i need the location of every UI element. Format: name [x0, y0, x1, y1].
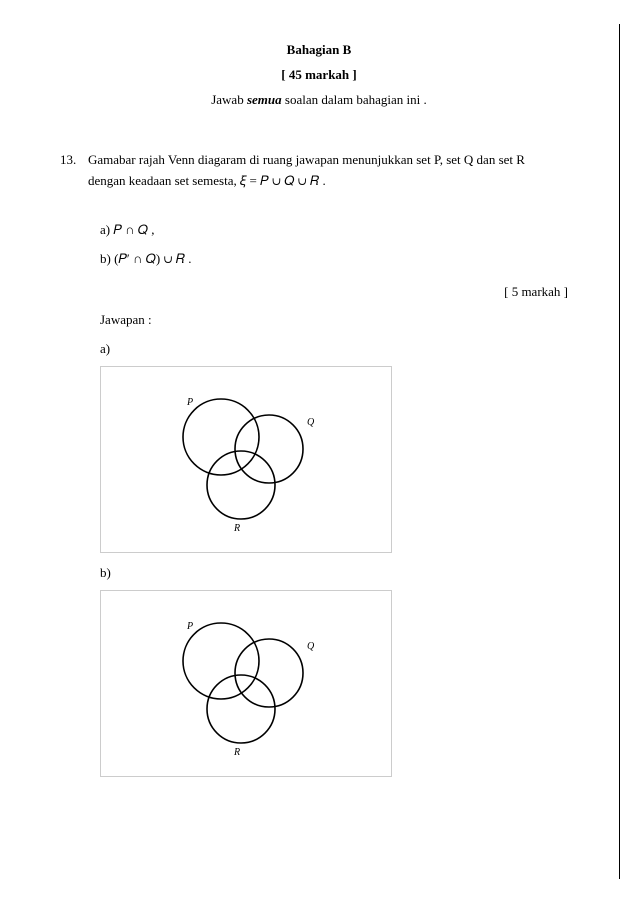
answer-b-label: b): [100, 563, 578, 584]
page-content: Bahagian B [ 45 markah ] Jawab semua soa…: [0, 0, 638, 815]
venn-diagram-b: P Q R: [100, 590, 392, 777]
venn-svg-a: P Q R: [101, 367, 391, 552]
answer-label: Jawapan :: [100, 310, 578, 331]
svg-text:Q: Q: [307, 641, 315, 652]
question-text-line2: dengan keadaan set semesta, 𝜉 = 𝑃 ∪ 𝑄 ∪ …: [88, 171, 578, 192]
question-marks: [ 5 markah ]: [60, 282, 578, 303]
question-13: 13. Gamabar rajah Venn diagaram di ruang…: [60, 150, 578, 776]
venn-svg-b: P Q R: [101, 591, 391, 776]
svg-text:P: P: [186, 397, 193, 408]
instruction: Jawab semua soalan dalam bahagian ini .: [60, 90, 578, 111]
svg-text:P: P: [186, 621, 193, 632]
svg-text:R: R: [233, 747, 240, 758]
svg-text:Q: Q: [307, 417, 315, 428]
section-title: Bahagian B: [60, 40, 578, 61]
svg-text:R: R: [233, 523, 240, 534]
instruction-pre: Jawab: [211, 92, 247, 107]
question-body: Gamabar rajah Venn diagaram di ruang jaw…: [88, 150, 578, 192]
venn-diagram-a: P Q R: [100, 366, 392, 553]
answer-a-label: a): [100, 339, 578, 360]
instruction-post: soalan dalam bahagian ini .: [282, 92, 427, 107]
option-a: a) 𝑃 ∩ 𝑄 ,: [100, 220, 578, 241]
instruction-emph: semua: [247, 92, 282, 107]
question-text-line1: Gamabar rajah Venn diagaram di ruang jaw…: [88, 150, 578, 171]
question-number: 13.: [60, 150, 88, 192]
page-right-border: [619, 24, 620, 879]
marks-header: [ 45 markah ]: [60, 65, 578, 86]
option-b: b) (𝑃′ ∩ 𝑄) ∪ 𝑅 .: [100, 249, 578, 270]
